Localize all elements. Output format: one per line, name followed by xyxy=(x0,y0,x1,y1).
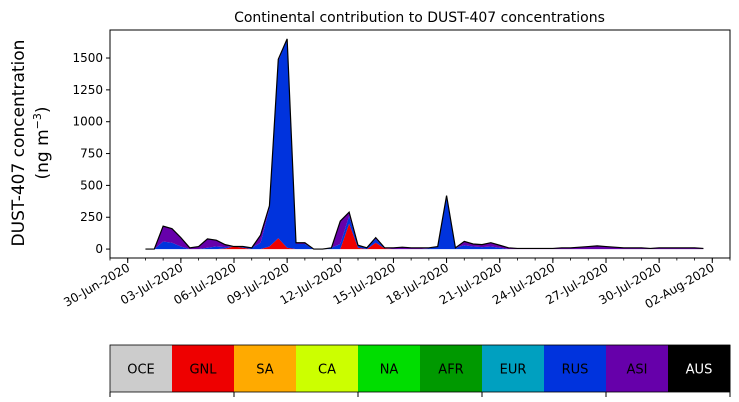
x-axis: 30-Jun-202003-Jul-202006-Jul-202009-Jul-… xyxy=(61,258,731,311)
legend-label-sa: SA xyxy=(256,363,273,378)
total-outline xyxy=(145,38,704,250)
legend-frame xyxy=(109,344,731,393)
y-axis-label-close: ) xyxy=(33,106,53,113)
y-axis-label: DUST-407 concentration (ng m−3) xyxy=(9,40,53,247)
area-asi xyxy=(145,38,704,250)
legend-swatch-sa xyxy=(234,345,297,392)
legend-swatch-eur xyxy=(482,345,545,392)
legend-swatch-oce xyxy=(110,345,173,392)
legend-swatch-afr xyxy=(420,345,483,392)
legend-label-gnl: GNL xyxy=(189,363,217,378)
y-tick-label: 1500 xyxy=(72,51,103,65)
y-axis-label-unit: (ng m xyxy=(33,129,53,179)
legend-label-eur: EUR xyxy=(500,363,527,378)
legend-label-rus: RUS xyxy=(562,363,589,378)
chart-title: Continental contribution to DUST-407 con… xyxy=(234,10,605,26)
legend-label-asi: ASI xyxy=(627,363,648,378)
y-tick-label: 500 xyxy=(80,178,103,192)
y-tick-label: 0 xyxy=(95,242,103,256)
svg-text:(ng m−3): (ng m−3) xyxy=(31,106,53,179)
y-tick-label: 750 xyxy=(80,147,103,161)
legend-label-na: NA xyxy=(380,363,399,378)
legend-swatch-ca xyxy=(296,345,359,392)
legend: OCE GNL SA CA NA AFR EUR RUS ASI AUS xyxy=(109,344,731,397)
legend-swatch-na xyxy=(358,345,421,392)
y-axis-label-exponent: −3 xyxy=(31,113,44,129)
svg-text:DUST-407 concentration: DUST-407 concentration xyxy=(9,40,29,247)
y-tick-label: 250 xyxy=(80,210,103,224)
legend-swatch-gnl xyxy=(172,345,235,392)
legend-label-afr: AFR xyxy=(438,363,463,378)
legend-swatch-asi xyxy=(606,345,669,392)
legend-swatch-aus xyxy=(668,345,731,392)
y-axis: 0 250 500 750 1000 1250 1500 xyxy=(72,51,110,256)
legend-label-ca: CA xyxy=(318,363,336,378)
legend-label-oce: OCE xyxy=(127,363,155,378)
y-tick-label: 1000 xyxy=(72,115,103,129)
stacked-areas xyxy=(145,38,704,250)
legend-label-aus: AUS xyxy=(686,363,713,378)
area-rus xyxy=(145,38,704,250)
area-aus xyxy=(145,38,704,250)
plot-frame xyxy=(109,29,731,259)
y-axis-label-line1: DUST-407 concentration xyxy=(9,40,29,247)
y-tick-label: 1250 xyxy=(72,83,103,97)
legend-swatch-rus xyxy=(544,345,607,392)
